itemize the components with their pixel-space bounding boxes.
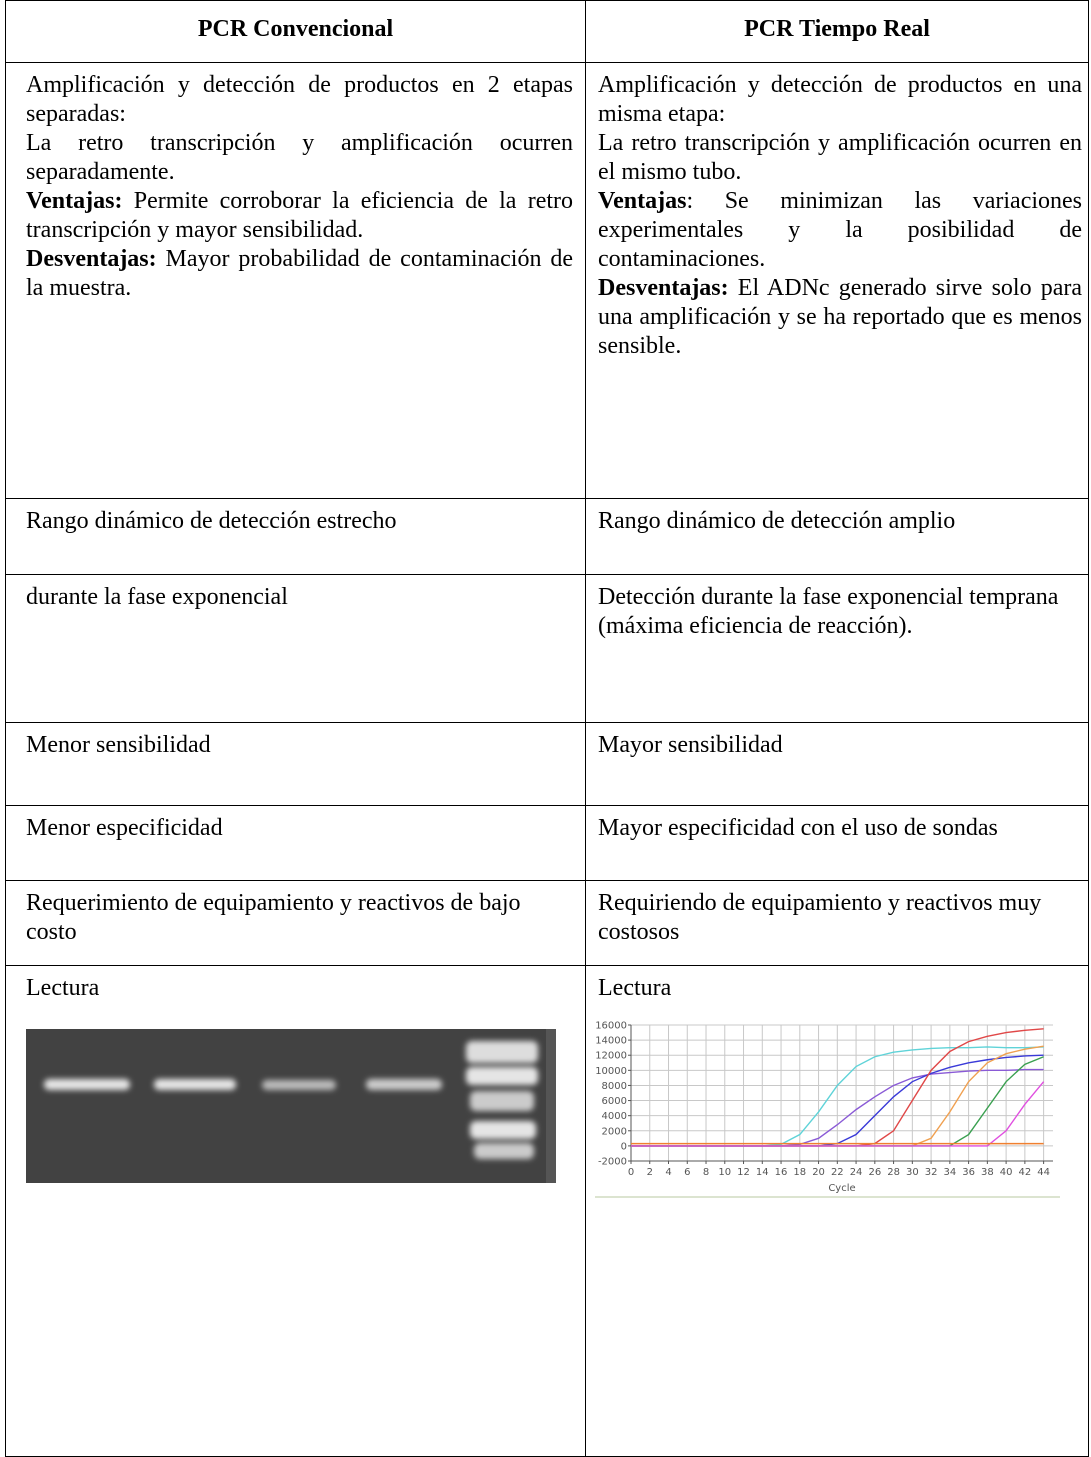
paragraph: La retro transcripción y amplificación o… [598, 129, 1082, 187]
row: Menor especificidad Mayor especificidad … [6, 806, 1089, 881]
paragraph: Ventajas: Permite corroborar la eficienc… [26, 187, 573, 245]
cell: Amplificación y detección de productos e… [586, 63, 1089, 499]
cell: Rango dinámico de detección amplio [586, 499, 1089, 575]
y-tick-label: 12000 [595, 1051, 627, 1062]
x-tick-label: 34 [943, 1167, 956, 1178]
x-tick-label: 18 [793, 1167, 806, 1178]
y-tick-label: 10000 [595, 1066, 627, 1077]
x-tick-label: 16 [775, 1167, 788, 1178]
label: Desventajas: [26, 246, 157, 272]
header-cell: PCR Tiempo Real [586, 1, 1089, 63]
x-tick-label: 4 [665, 1167, 671, 1178]
x-tick-label: 14 [756, 1167, 769, 1178]
x-tick-label: 6 [684, 1167, 690, 1178]
x-tick-label: 36 [962, 1167, 975, 1178]
label: Ventajas [598, 188, 686, 214]
row: Amplificación y detección de productos e… [6, 63, 1089, 499]
x-tick-label: 38 [981, 1167, 994, 1178]
header-row: PCR Convencional PCR Tiempo Real [6, 1, 1089, 63]
label: Desventajas: [598, 275, 729, 301]
cell: Menor especificidad [6, 806, 586, 881]
paragraph: Desventajas: El ADNc generado sirve solo… [598, 274, 1082, 361]
x-tick-label: 44 [1037, 1167, 1050, 1178]
cell: durante la fase exponencial [6, 575, 586, 723]
gel-image [26, 1029, 556, 1183]
y-tick-label: 14000 [595, 1036, 627, 1047]
comparison-table: PCR Convencional PCR Tiempo Real Amplifi… [5, 0, 1089, 1457]
y-tick-label: 16000 [595, 1021, 627, 1032]
cell: Requiriendo de equipamiento y reactivos … [586, 881, 1089, 966]
x-tick-label: 26 [868, 1167, 881, 1178]
x-tick-label: 28 [887, 1167, 900, 1178]
cell: Requerimiento de equipamiento y reactivo… [6, 881, 586, 966]
row: Menor sensibilidad Mayor sensibilidad [6, 723, 1089, 806]
x-tick-label: 42 [1018, 1167, 1031, 1178]
cell-text: Lectura [598, 974, 1082, 1003]
paragraph: La retro transcripción y amplificación o… [26, 129, 573, 187]
paragraph: Amplificación y detección de productos e… [26, 71, 573, 129]
y-tick-label: -2000 [598, 1157, 627, 1168]
y-tick-label: 4000 [602, 1111, 627, 1122]
x-tick-label: 32 [925, 1167, 938, 1178]
x-tick-label: 20 [812, 1167, 825, 1178]
paragraph: Amplificación y detección de productos e… [598, 71, 1082, 129]
y-tick-label: 6000 [602, 1096, 627, 1107]
row: Lectura [6, 966, 1089, 1457]
cell: Mayor especificidad con el uso de sondas [586, 806, 1089, 881]
y-tick-label: 0 [621, 1141, 627, 1152]
qpcr-chart: -200002000400060008000100001200014000160… [595, 1019, 1060, 1199]
x-tick-label: 30 [906, 1167, 919, 1178]
cell: Amplificación y detección de productos e… [6, 63, 586, 499]
x-tick-label: 24 [850, 1167, 863, 1178]
y-tick-label: 8000 [602, 1081, 627, 1092]
cell: Menor sensibilidad [6, 723, 586, 806]
row: Requerimiento de equipamiento y reactivo… [6, 881, 1089, 966]
row: Rango dinámico de detección estrecho Ran… [6, 499, 1089, 575]
x-tick-label: 40 [1000, 1167, 1013, 1178]
page: PCR Convencional PCR Tiempo Real Amplifi… [0, 0, 1091, 1456]
x-axis-label: Cycle [828, 1183, 855, 1194]
cell: Lectura [6, 966, 586, 1457]
x-tick-label: 12 [737, 1167, 750, 1178]
y-tick-label: 2000 [602, 1126, 627, 1137]
x-tick-label: 0 [628, 1167, 634, 1178]
x-tick-label: 10 [718, 1167, 731, 1178]
x-tick-label: 22 [831, 1167, 844, 1178]
label: Ventajas: [26, 188, 122, 214]
x-tick-label: 8 [703, 1167, 709, 1178]
paragraph: Desventajas: Mayor probabilidad de conta… [26, 245, 573, 303]
paragraph: Ventajas: Se minimizan las variaciones e… [598, 187, 1082, 274]
row: durante la fase exponencial Detección du… [6, 575, 1089, 723]
x-tick-label: 2 [647, 1167, 653, 1178]
cell-text: Lectura [26, 974, 573, 1003]
cell: Mayor sensibilidad [586, 723, 1089, 806]
cell: Detección durante la fase exponencial te… [586, 575, 1089, 723]
cell: Rango dinámico de detección estrecho [6, 499, 586, 575]
header-cell: PCR Convencional [6, 1, 586, 63]
